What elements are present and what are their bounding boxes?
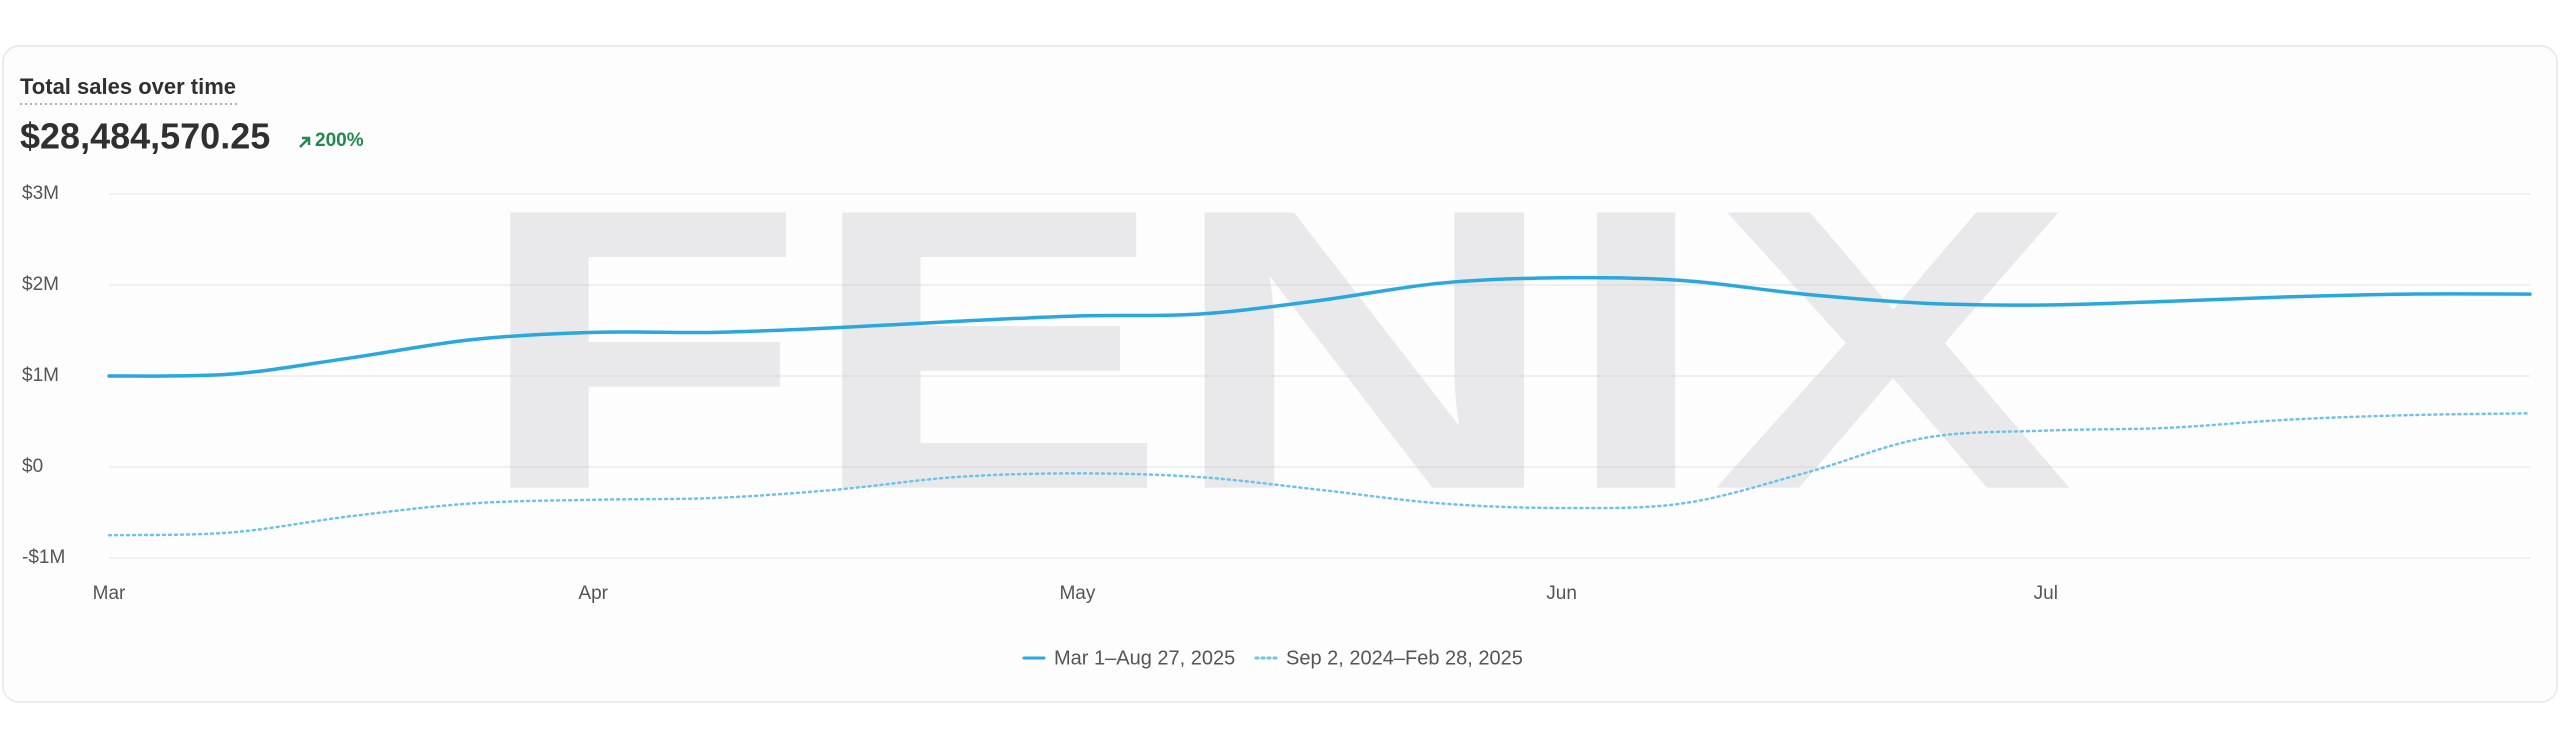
y-tick-label: -$1M — [22, 547, 65, 568]
y-tick-label: $2M — [22, 274, 59, 295]
watermark: FENIX — [474, 126, 2077, 573]
chart-title[interactable]: Total sales over time — [20, 74, 236, 99]
series-line — [107, 412, 2532, 537]
x-tick-label: Jul — [2034, 583, 2058, 604]
y-tick-label: $1M — [22, 365, 59, 386]
series-line — [107, 275, 2532, 378]
total-value: $28,484,570.25 — [20, 116, 270, 157]
legend-label: Sep 2, 2024–Feb 28, 2025 — [1286, 647, 1523, 669]
change-badge: 200% — [315, 130, 364, 151]
background-layer: FENIX — [109, 126, 2530, 573]
x-tick-label: Mar — [93, 583, 126, 604]
trend-arrow — [299, 136, 311, 148]
x-tick-label: May — [1059, 583, 1095, 604]
y-tick-label: $0 — [22, 456, 43, 477]
x-tick-label: Apr — [578, 583, 608, 604]
y-tick-label: $3M — [22, 183, 59, 204]
card — [2, 45, 2558, 703]
legend-label: Mar 1–Aug 27, 2025 — [1054, 647, 1235, 669]
x-tick-label: Jun — [1546, 583, 1577, 604]
